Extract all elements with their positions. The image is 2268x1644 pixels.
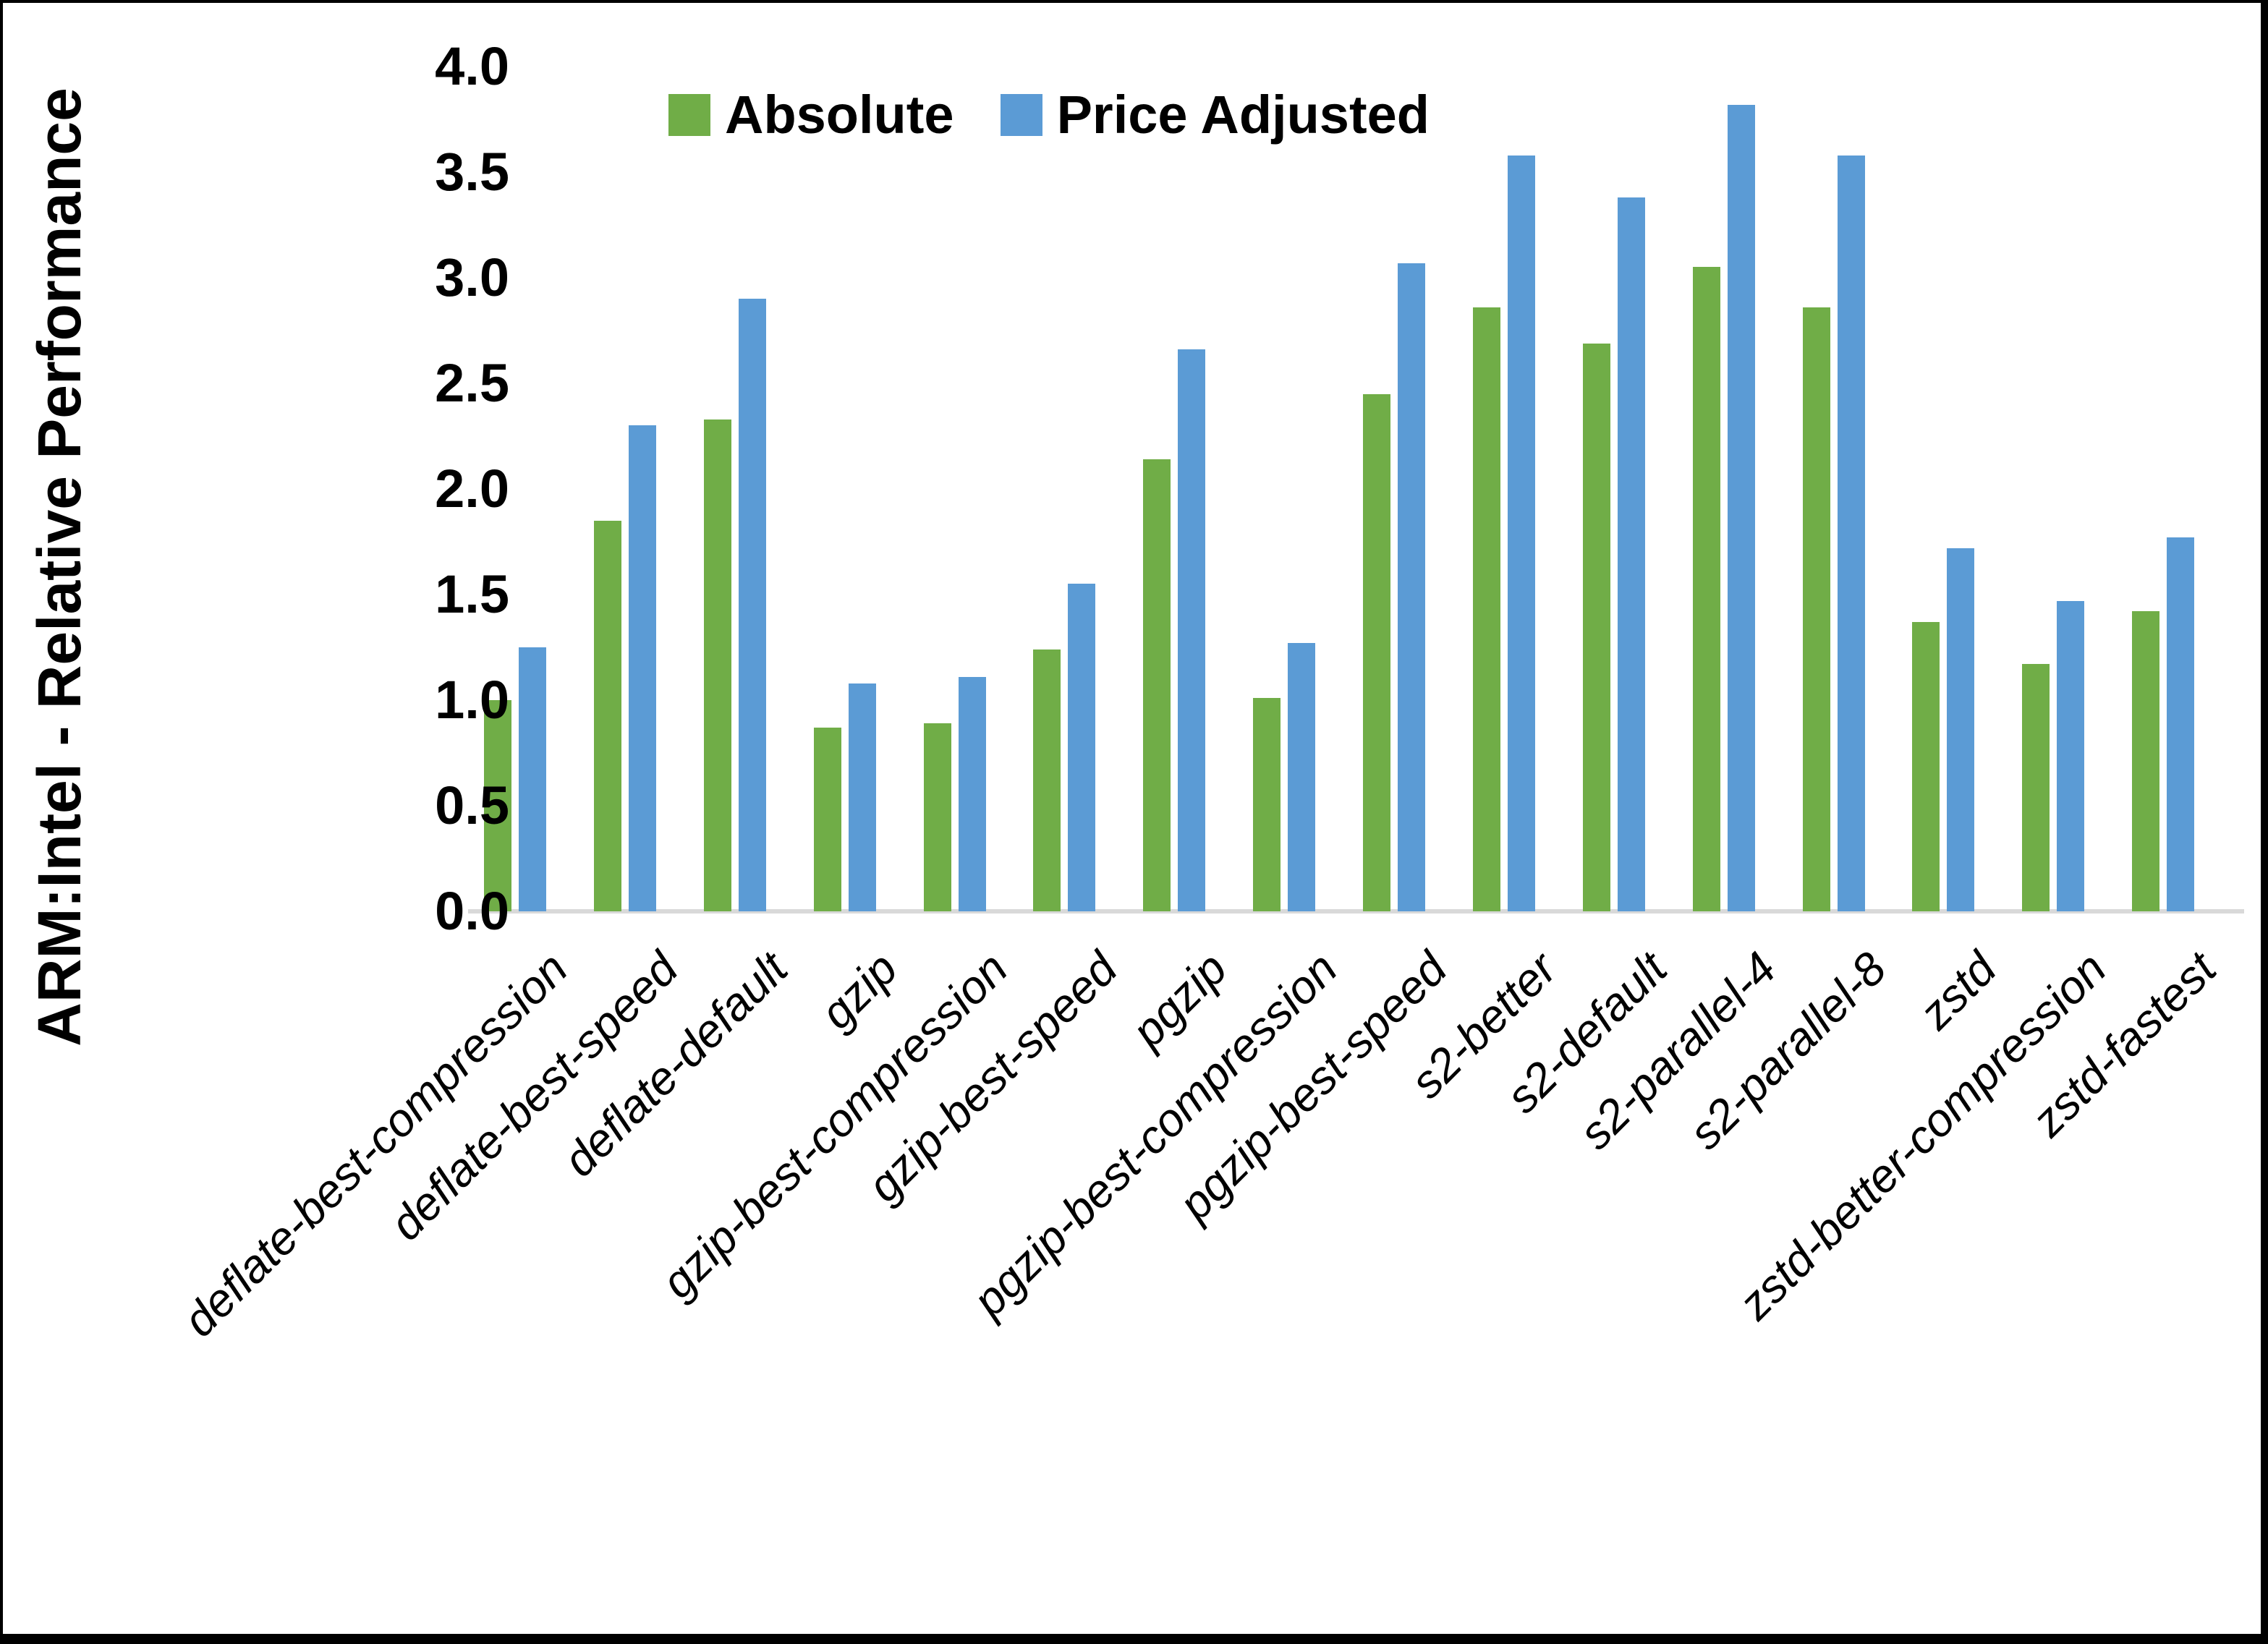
y-tick-label-0.5: 0.5 [435,775,509,835]
bar-absolute-s2-parallel-8 [1802,307,1830,911]
bar-price-adjusted-s2-better [1507,156,1535,911]
y-tick-label-1.5: 1.5 [435,564,509,624]
bar-absolute-s2-better [1472,307,1500,911]
y-tick-label-1.0: 1.0 [435,670,509,730]
bar-price-adjusted-zstd [1947,548,1975,911]
legend-swatch-icon [668,93,710,136]
legend-label: Absolute [725,85,954,145]
y-tick-label-2.5: 2.5 [435,353,509,413]
plot-area [468,67,2244,913]
bar-price-adjusted-pgzip-best-speed [1398,263,1425,911]
bar-absolute-deflate-best-speed [593,521,621,911]
bar-absolute-gzip [813,728,841,911]
bar-price-adjusted-pgzip [1178,349,1206,911]
bar-absolute-zstd [1912,622,1940,911]
bar-price-adjusted-pgzip-best-compression [1288,643,1316,911]
bar-price-adjusted-deflate-best-compression [519,647,546,911]
legend-label: Price Adjusted [1056,85,1430,145]
x-category-label-gzip: gzip [810,942,908,1039]
bar-price-adjusted-deflate-default [738,299,766,911]
bar-price-adjusted-s2-parallel-8 [1837,156,1865,911]
y-tick-label-2.0: 2.0 [435,459,509,519]
bar-absolute-zstd-better-compression [2022,664,2050,911]
y-tick-label-3.0: 3.0 [435,247,509,307]
legend: Absolute Price Adjusted [668,84,1430,145]
y-tick-label-4.0: 4.0 [435,36,509,96]
bar-absolute-pgzip-best-speed [1363,394,1390,911]
bar-absolute-deflate-default [703,419,731,911]
bar-price-adjusted-s2-parallel-4 [1727,105,1755,911]
x-category-label-zstd: zstd [1909,942,2006,1039]
bar-price-adjusted-gzip-best-compression [958,677,986,911]
legend-item-price-adjusted: Price Adjusted [1000,84,1430,145]
bar-price-adjusted-deflate-best-speed [628,425,656,911]
legend-item-absolute: Absolute [668,84,954,145]
y-tick-label-3.5: 3.5 [435,142,509,202]
bar-absolute-s2-default [1582,344,1610,911]
bar-absolute-deflate-best-compression [484,700,511,911]
bar-absolute-s2-parallel-4 [1692,267,1720,911]
bar-price-adjusted-zstd-fastest [2167,537,2195,911]
bar-price-adjusted-zstd-better-compression [2057,601,2085,911]
bar-absolute-zstd-fastest [2132,611,2160,911]
x-axis-line [468,909,2244,913]
bar-price-adjusted-s2-default [1617,197,1645,911]
y-tick-label-0.0: 0.0 [435,881,509,941]
legend-swatch-icon [1000,93,1042,136]
bar-absolute-pgzip [1143,459,1171,911]
bar-absolute-gzip-best-compression [923,723,951,911]
bar-price-adjusted-gzip [848,683,876,911]
bar-absolute-gzip-best-speed [1033,649,1061,911]
bar-price-adjusted-gzip-best-speed [1068,584,1096,911]
bar-absolute-pgzip-best-compression [1253,698,1281,911]
